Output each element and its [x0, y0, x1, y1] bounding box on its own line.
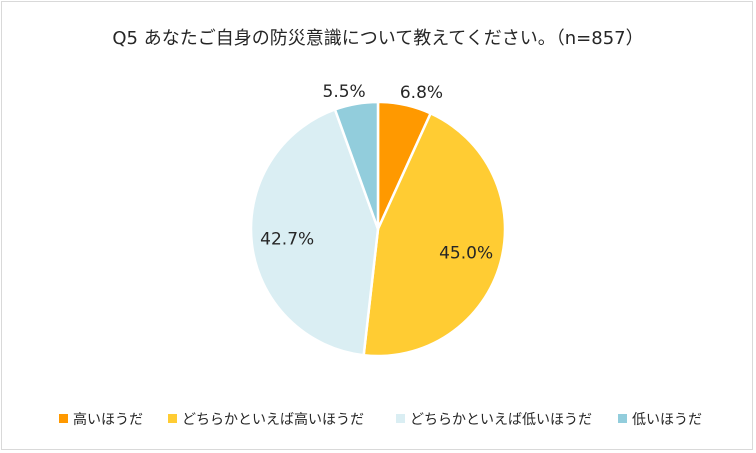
legend-label-4: 低いほうだ — [632, 412, 702, 428]
legend-swatch-3 — [396, 414, 405, 423]
legend-label-3: どちらかといえば低いほうだ — [410, 412, 592, 428]
pie-slice-4 — [333, 100, 380, 231]
data-label-4: 5.5% — [323, 82, 366, 102]
data-label-1: 6.8% — [400, 83, 443, 103]
legend-swatch-4 — [618, 414, 627, 423]
legend: 高いほうだ どちらかといえば高いほうだ どちらかといえば低いほうだ 低いほうだ — [59, 411, 702, 428]
chart-title: Q5 あなたご自身の防災意識について教えてください。（n=857） — [112, 28, 643, 49]
data-label-3: 42.7% — [260, 230, 314, 250]
pie-slice-3 — [249, 108, 380, 357]
legend-swatch-1 — [59, 414, 68, 423]
legend-label-2: どちらかといえば高いほうだ — [182, 411, 364, 428]
data-label-2: 45.0% — [439, 243, 493, 263]
legend-swatch-2 — [168, 414, 177, 423]
legend-label-1: 高いほうだ — [73, 411, 143, 428]
pie-slice-2 — [362, 112, 507, 358]
pie-data-labels: 6.8% 45.0% 42.7% 5.5% — [260, 82, 493, 263]
pie-slices — [249, 100, 507, 358]
